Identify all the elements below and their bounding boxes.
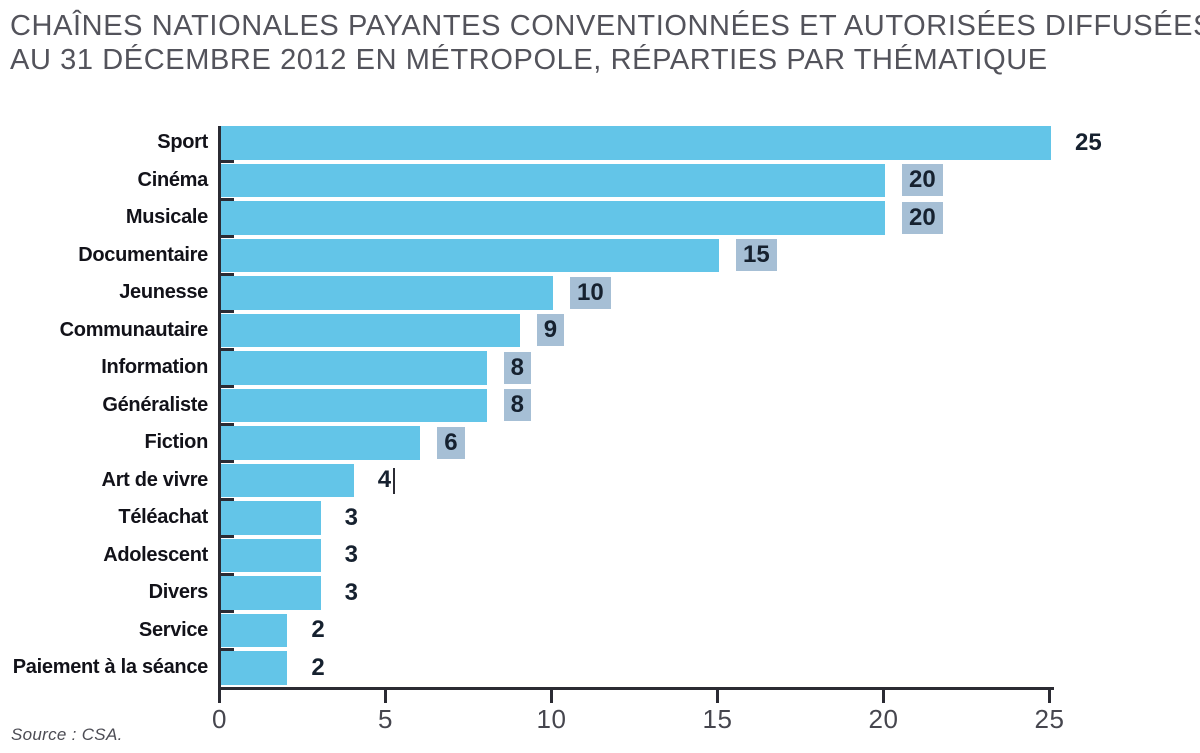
value-label-highlighted: 20 — [902, 164, 943, 197]
value-label: 3 — [344, 578, 358, 606]
category-label: Fiction — [144, 431, 209, 453]
y-axis-tick — [218, 347, 234, 351]
value-label: 2 — [311, 616, 325, 644]
y-axis-tick — [218, 647, 234, 651]
y-axis-tick — [218, 422, 234, 426]
bar — [221, 651, 288, 685]
value-label: 2 — [311, 653, 325, 681]
value-label-highlighted: 10 — [570, 276, 611, 309]
value-label-highlighted: 6 — [437, 426, 465, 459]
x-axis-tick-label: 15 — [702, 704, 733, 734]
x-axis-tick — [550, 687, 553, 703]
category-label: Adolescent — [103, 543, 208, 566]
category-label: Divers — [148, 581, 209, 603]
bar — [221, 351, 487, 385]
x-axis-tick — [218, 687, 221, 703]
category-label: Paiement à la séance — [12, 656, 209, 678]
value-label-highlighted: 8 — [503, 351, 531, 384]
chart-title-line-1: CHAÎNES NATIONALES PAYANTES CONVENTIONNÉ… — [10, 10, 1200, 42]
bar — [221, 463, 354, 497]
category-label: Jeunesse — [119, 281, 208, 303]
y-axis-tick — [218, 610, 234, 613]
y-axis-tick — [218, 197, 234, 201]
bar — [221, 576, 321, 610]
category-label: Information — [101, 356, 208, 378]
y-axis-tick — [218, 272, 234, 276]
category-label: Sport — [157, 131, 208, 153]
bar — [221, 613, 288, 647]
source-note: Source : CSA. — [11, 725, 123, 744]
bar — [221, 276, 553, 310]
value-label: 4 — [378, 466, 396, 494]
value-label-highlighted: 20 — [902, 201, 943, 234]
y-axis-tick — [218, 160, 234, 163]
x-axis-tick-label: 20 — [868, 704, 899, 734]
text-cursor-caret — [393, 467, 396, 494]
bar — [221, 238, 719, 272]
category-label: Généraliste — [102, 393, 208, 416]
category-label: Cinéma — [137, 168, 209, 191]
category-label: Service — [138, 618, 208, 641]
bar — [221, 163, 885, 197]
x-axis-tick-label: 5 — [378, 704, 393, 734]
bar — [221, 538, 321, 572]
bar — [221, 201, 885, 235]
y-axis-tick — [218, 572, 234, 576]
category-label: Art de vivre — [101, 468, 209, 491]
y-axis-tick — [218, 235, 234, 238]
x-axis-tick — [882, 687, 885, 703]
value-label-highlighted: 15 — [736, 239, 777, 272]
value-label-highlighted: 8 — [503, 389, 531, 422]
value-label: 3 — [344, 541, 358, 569]
x-axis-tick — [716, 687, 719, 703]
value-label: 3 — [344, 503, 358, 531]
category-label: Téléachat — [118, 506, 208, 528]
y-axis-line — [218, 126, 221, 690]
y-axis-tick — [218, 310, 234, 313]
bar — [221, 388, 487, 422]
category-label: Musicale — [125, 206, 208, 228]
x-axis-tick — [384, 687, 387, 703]
value-label-highlighted: 9 — [536, 314, 565, 347]
x-axis-tick-label: 25 — [1034, 704, 1065, 734]
y-axis-tick — [218, 460, 234, 463]
x-axis-tick-label: 10 — [536, 704, 567, 734]
category-label: Communautaire — [59, 318, 209, 341]
bar — [221, 126, 1051, 160]
y-axis-tick — [218, 497, 234, 501]
y-axis-tick — [218, 385, 234, 388]
bar — [221, 501, 321, 535]
x-axis-tick-label: 0 — [212, 704, 227, 734]
bar — [221, 313, 520, 347]
chart-title-line-2: AU 31 DÉCEMBRE 2012 EN MÉTROPOLE, RÉPART… — [10, 44, 1048, 76]
x-axis-line — [218, 687, 1054, 690]
x-axis-tick — [1048, 687, 1051, 703]
value-label: 25 — [1075, 128, 1102, 156]
bar — [221, 426, 421, 460]
category-label: Documentaire — [78, 243, 208, 266]
y-axis-tick — [218, 535, 234, 538]
